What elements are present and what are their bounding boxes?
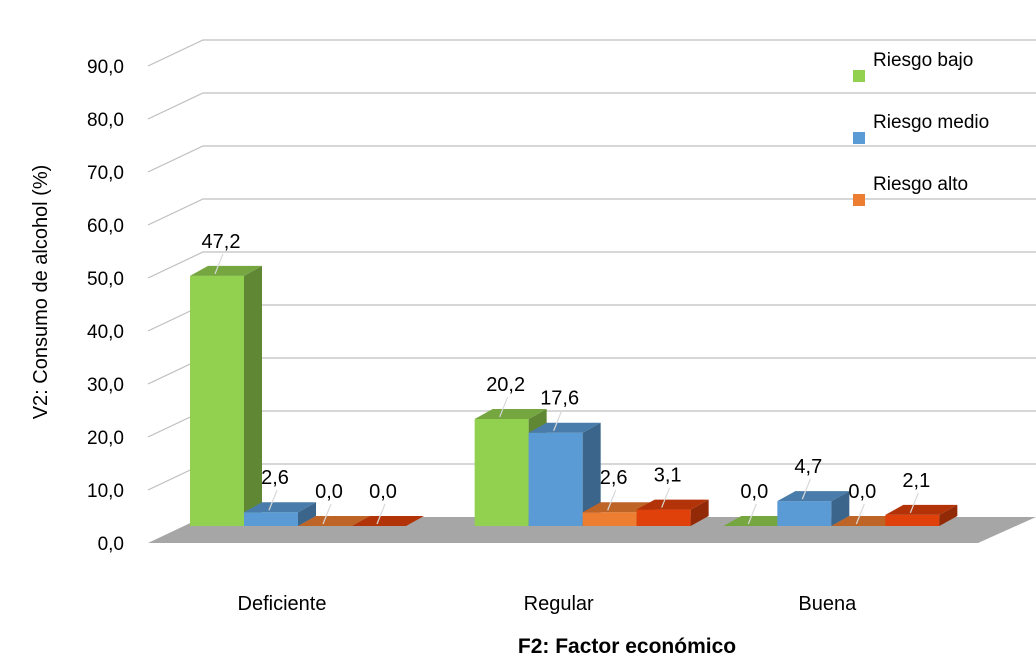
- bar-side: [582, 422, 601, 526]
- y-tick-label: 70,0: [87, 163, 124, 184]
- data-label: 0,0: [369, 481, 397, 503]
- data-label: 0,0: [848, 481, 876, 503]
- data-label: 4,7: [794, 456, 822, 478]
- bar: [528, 432, 583, 526]
- bar-side: [244, 265, 262, 526]
- label-leader: [747, 503, 757, 525]
- gridlines: [147, 39, 1036, 491]
- label-leader: [661, 487, 671, 508]
- bar-top: [298, 516, 370, 526]
- bar: [244, 512, 298, 526]
- bar: [190, 275, 244, 526]
- gridline: [147, 251, 1036, 279]
- data-label: 2,6: [600, 467, 628, 489]
- bar-side: [298, 502, 316, 526]
- data-label: 0,0: [740, 481, 768, 503]
- bar-top: [528, 422, 601, 433]
- label-leader: [909, 492, 919, 514]
- legend-label: Riesgo bajo: [873, 50, 973, 71]
- bar-top: [474, 408, 547, 419]
- y-tick-label: 40,0: [87, 322, 124, 343]
- bar: [777, 501, 832, 526]
- bar-top: [352, 516, 424, 526]
- label-leader: [855, 503, 865, 525]
- x-tick-label: Deficiente: [238, 593, 327, 615]
- bar: [582, 512, 637, 526]
- data-label: 3,1: [654, 465, 682, 487]
- bar-side: [690, 499, 709, 526]
- y-tick-label: 20,0: [87, 428, 124, 449]
- label-leader: [376, 503, 386, 525]
- x-axis-ticks: Deficiente Regular Buena: [238, 593, 858, 615]
- y-tick-label: 50,0: [87, 269, 124, 290]
- bar-top: [244, 502, 316, 513]
- legend-label: Riesgo medio: [873, 112, 989, 133]
- label-leader: [322, 503, 332, 525]
- x-tick-label: Regular: [524, 593, 594, 615]
- x-tick-label: Buena: [798, 593, 857, 615]
- label-leader: [801, 478, 811, 500]
- data-label: 2,1: [902, 470, 930, 492]
- bar: [474, 418, 529, 526]
- y-tick-label: 0,0: [98, 534, 124, 555]
- gridline: [147, 198, 1036, 226]
- x-axis-title: F2: Factor económico: [518, 635, 736, 658]
- bar-top: [777, 491, 850, 502]
- legend-label: Riesgo alto: [873, 174, 968, 195]
- gridline: [147, 145, 1036, 173]
- data-label: 17,6: [540, 388, 579, 410]
- gridline: [147, 39, 1036, 67]
- label-leader: [214, 253, 224, 275]
- data-labels: 47,2 2,6 0,0 0,0 20,2 17,6 2,6 3,1 0,0 4,7 0,0 2,1: [202, 231, 930, 525]
- data-label: 47,2: [202, 231, 241, 253]
- bar: [636, 509, 691, 526]
- y-tick-label: 90,0: [87, 57, 124, 78]
- label-leader: [607, 489, 617, 511]
- bar-top: [190, 265, 262, 276]
- y-tick-label: 10,0: [87, 481, 124, 502]
- bars: [190, 265, 958, 527]
- gridline: [147, 304, 1036, 332]
- legend-swatch: [853, 132, 865, 144]
- bar: [885, 514, 940, 526]
- y-axis-title: V2: Consumo de alcohol (%): [30, 165, 52, 420]
- bar-side: [939, 504, 958, 526]
- bar-side: [831, 491, 850, 526]
- data-label: 20,2: [486, 374, 525, 396]
- data-label: 0,0: [315, 481, 343, 503]
- y-axis-ticks: 0,0 10,0 20,0 30,0 40,0 50,0 60,0 70,0 80,0 90,0: [87, 57, 124, 555]
- legend-swatch: [853, 70, 865, 82]
- label-leader: [553, 410, 563, 431]
- legend-swatch: [853, 194, 865, 206]
- y-tick-label: 80,0: [87, 110, 124, 131]
- bar-top: [885, 504, 958, 515]
- label-leader: [268, 489, 278, 511]
- y-tick-label: 30,0: [87, 375, 124, 396]
- gridline: [147, 92, 1036, 120]
- legend: Riesgo bajo Riesgo medio Riesgo alto: [853, 50, 989, 206]
- gridline: [147, 357, 1036, 385]
- y-tick-label: 60,0: [87, 216, 124, 237]
- data-label: 2,6: [261, 467, 289, 489]
- label-leader: [499, 396, 509, 418]
- bar-top: [636, 499, 709, 510]
